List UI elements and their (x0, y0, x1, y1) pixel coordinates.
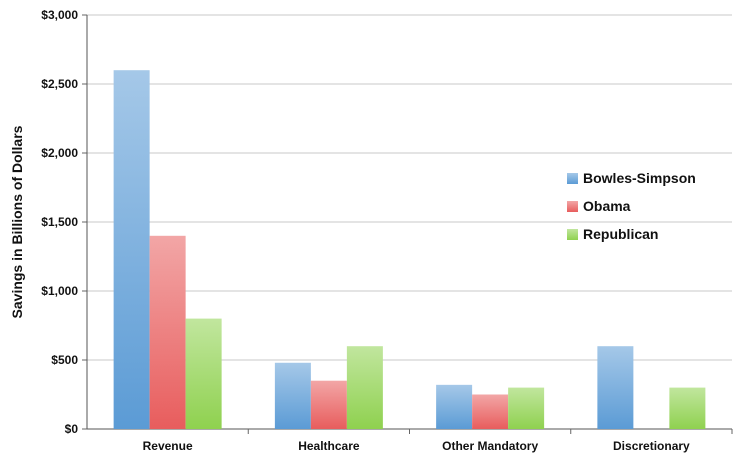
bar-obama-other-mandatory (472, 394, 509, 429)
y-tick-label: $2,500 (41, 77, 78, 91)
legend-swatch (567, 201, 578, 212)
legend: Bowles-Simpson Obama Republican (567, 170, 696, 242)
bar-obama-healthcare (310, 380, 347, 429)
legend-label: Bowles-Simpson (583, 170, 696, 186)
bar-bowles-simpson-other-mandatory (436, 384, 473, 429)
x-tick-label: Healthcare (298, 439, 360, 453)
legend-label: Obama (583, 198, 631, 214)
legend-label: Republican (583, 226, 658, 242)
x-tick-label: Revenue (143, 439, 193, 453)
y-tick-label: $1,000 (41, 284, 78, 298)
x-tick-label: Discretionary (613, 439, 690, 453)
bar-bowles-simpson-discretionary (597, 346, 634, 429)
bars (113, 70, 706, 429)
y-tick-label: $3,000 (41, 8, 78, 22)
y-tick-label: $1,500 (41, 215, 78, 229)
bar-bowles-simpson-revenue (113, 70, 150, 429)
bar-republican-other-mandatory (508, 387, 545, 429)
legend-swatch (567, 229, 578, 240)
legend-swatch (567, 173, 578, 184)
y-tick-label: $2,000 (41, 146, 78, 160)
bar-bowles-simpson-healthcare (274, 362, 311, 429)
y-tick-label: $500 (51, 353, 78, 367)
tick-labels: $0 $500 $1,000 $1,500 $2,000 $2,500 $3,000 Reve… (41, 8, 690, 453)
bar-obama-revenue (149, 235, 186, 429)
bar-republican-healthcare (346, 346, 383, 429)
y-axis-title: Savings in Billions of Dollars (9, 125, 25, 318)
bar-republican-revenue (185, 318, 222, 429)
bar-republican-discretionary (669, 387, 706, 429)
x-tick-label: Other Mandatory (442, 439, 538, 453)
y-tick-label: $0 (65, 422, 79, 436)
